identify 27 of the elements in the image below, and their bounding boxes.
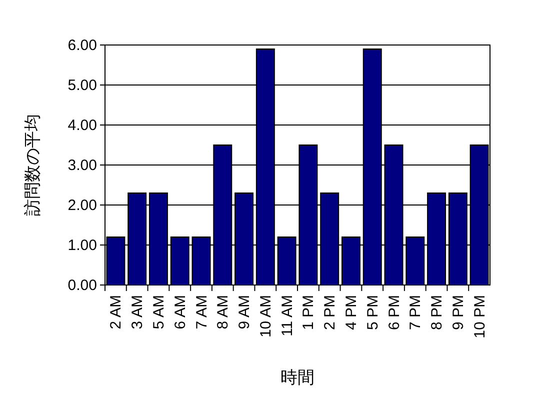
x-tick-label: 5 PM <box>364 295 382 330</box>
y-tick-label: 0.00 <box>68 277 97 294</box>
x-axis-title: 時間 <box>280 368 314 387</box>
y-tick-label: 4.00 <box>68 117 97 134</box>
x-tick-label: 8 PM <box>428 295 446 330</box>
x-tick-label: 10 AM <box>257 295 274 338</box>
x-tick-label: 5 AM <box>150 295 168 330</box>
x-tick-label: 7 AM <box>193 295 210 330</box>
x-tick-label: 1 PM <box>300 295 318 330</box>
x-tick-label: 9 AM <box>236 295 254 330</box>
x-tick-label: 3 AM <box>129 295 146 330</box>
x-tick-label: 6 PM <box>386 295 403 330</box>
y-tick-label: 1.00 <box>68 237 97 254</box>
x-tick-label: 2 PM <box>322 295 339 330</box>
x-tick-label: 9 PM <box>450 295 467 330</box>
x-tick-label: 6 AM <box>172 295 189 330</box>
x-tick-label: 4 PM <box>342 295 360 330</box>
y-tick-label: 6.00 <box>68 37 97 54</box>
x-tick-label: 11 AM <box>278 295 296 336</box>
y-tick-label: 2.00 <box>68 197 97 214</box>
y-tick-label: 3.00 <box>68 157 97 174</box>
x-tick-label: 8 AM <box>214 295 232 330</box>
x-tick-label: 10 PM <box>471 295 488 338</box>
y-axis-title: 訪問数の平均 <box>23 114 42 216</box>
x-tick-label: 2 AM <box>108 295 125 330</box>
y-tick-label: 5.00 <box>68 77 97 94</box>
x-tick-label: 7 PM <box>407 295 424 330</box>
